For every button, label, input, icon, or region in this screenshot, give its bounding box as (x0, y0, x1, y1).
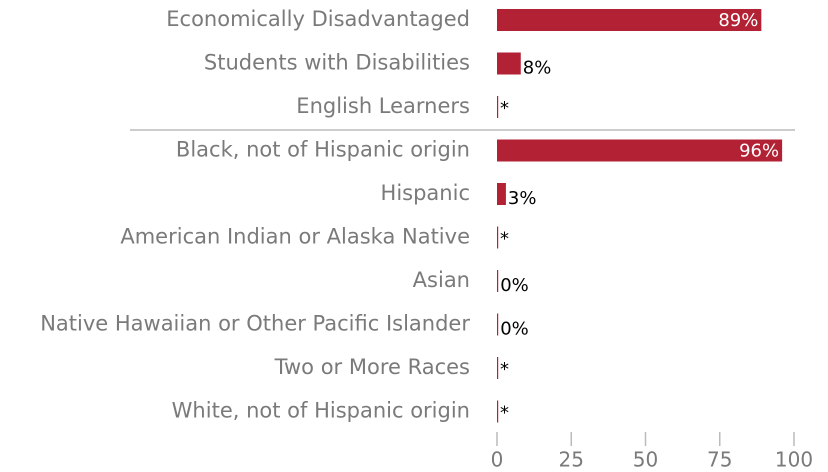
value-label: * (500, 359, 509, 380)
value-label: * (500, 403, 509, 424)
bar-placeholder (497, 400, 499, 423)
value-label: * (500, 98, 509, 119)
category-label: Students with Disabilities (204, 51, 470, 75)
category-label: Asian (413, 268, 470, 292)
x-tick-label: 0 (491, 448, 504, 472)
bar (497, 139, 783, 162)
value-label: 96% (739, 141, 779, 162)
bar (497, 270, 499, 292)
category-label: Economically Disadvantaged (166, 7, 470, 31)
bar-placeholder (497, 357, 499, 379)
bar-placeholder (497, 96, 499, 118)
category-label: Hispanic (381, 181, 470, 205)
category-label: English Learners (296, 94, 470, 118)
bar (497, 183, 506, 205)
bar (497, 9, 762, 31)
category-label: American Indian or Alaska Native (120, 225, 470, 249)
x-tick-label: 25 (559, 448, 584, 472)
bar-placeholder (497, 226, 499, 249)
category-label: Black, not of Hispanic origin (176, 138, 470, 162)
bar (497, 313, 499, 336)
category-label: White, not of Hispanic origin (172, 399, 470, 423)
value-label: 0% (500, 275, 529, 296)
value-label: 3% (508, 188, 537, 209)
x-tick-label: 50 (633, 448, 658, 472)
value-label: 89% (718, 10, 758, 31)
value-label: 0% (500, 319, 529, 340)
value-label: * (500, 229, 509, 250)
category-label: Native Hawaiian or Other Pacific Islande… (40, 312, 470, 336)
bar (497, 52, 521, 75)
category-label: Two or More Races (274, 355, 470, 379)
value-label: 8% (523, 58, 552, 79)
x-tick-label: 100 (775, 448, 813, 472)
x-tick-label: 75 (707, 448, 732, 472)
